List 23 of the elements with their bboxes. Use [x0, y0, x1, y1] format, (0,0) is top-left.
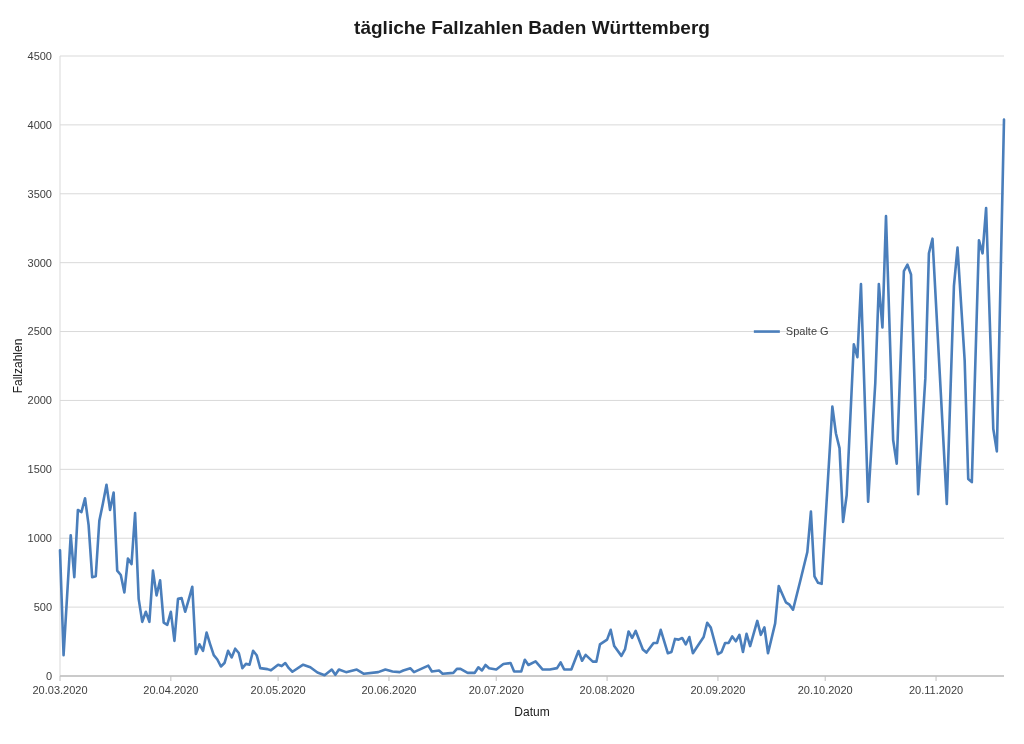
x-tick-label: 20.11.2020	[908, 684, 964, 696]
y-tick-label: 4500	[27, 49, 52, 62]
x-tick-label: 20.03.2020	[32, 684, 88, 696]
x-tick-label: 20.08.2020	[579, 684, 635, 696]
y-tick-label: 0	[45, 669, 52, 682]
x-tick-label: 20.07.2020	[468, 684, 524, 696]
x-tick-label: 20.09.2020	[690, 684, 746, 696]
y-axis-title: Fallzahlen	[11, 338, 25, 394]
y-tick-label: 2500	[27, 325, 52, 338]
x-tick-label: 20.06.2020	[361, 684, 417, 696]
x-tick-label: 20.10.2020	[797, 684, 853, 696]
y-tick-label: 1500	[27, 463, 52, 476]
y-tick-label: 2000	[27, 394, 52, 407]
legend-label: Spalte G	[785, 325, 829, 338]
x-tick-label: 20.05.2020	[250, 684, 306, 696]
x-tick-label: 20.04.2020	[143, 684, 199, 696]
y-tick-label: 3000	[27, 256, 52, 269]
y-tick-label: 4000	[27, 118, 52, 131]
y-tick-label: 1000	[27, 532, 52, 545]
y-tick-label: 500	[33, 600, 52, 613]
x-axis-title: Datum	[514, 705, 550, 719]
y-tick-label: 3500	[27, 187, 52, 200]
chart-title: tägliche Fallzahlen Baden Württemberg	[354, 17, 710, 38]
